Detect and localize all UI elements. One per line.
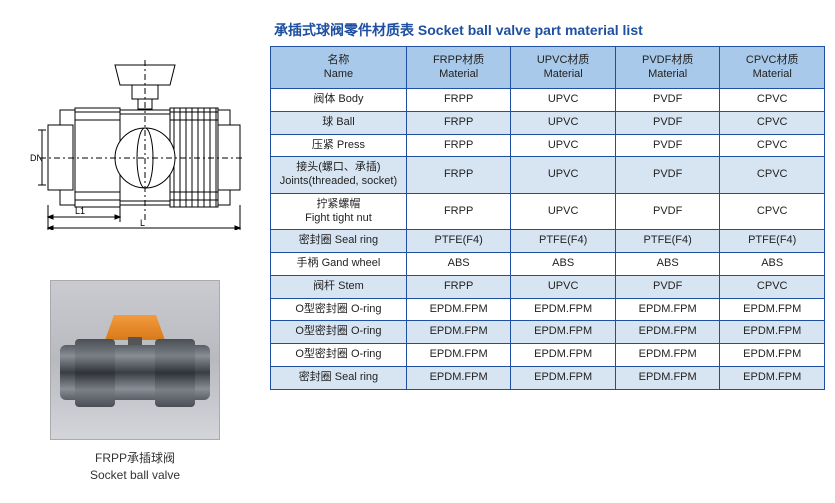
table-cell: FRPP [406, 275, 511, 298]
table-row: 阀杆 StemFRPPUPVCPVDFCPVC [271, 275, 825, 298]
table-cell: PVDF [615, 89, 720, 112]
row-name: 阀杆 Stem [271, 275, 407, 298]
table-cell: PTFE(F4) [511, 230, 616, 253]
table-cell: FRPP [406, 157, 511, 194]
dn-label: DN [30, 153, 43, 163]
table-cell: PVDF [615, 134, 720, 157]
product-photo [50, 280, 220, 440]
row-name: O型密封圈 O-ring [271, 298, 407, 321]
table-cell: EPDM.FPM [720, 321, 825, 344]
table-cell: UPVC [511, 89, 616, 112]
table-cell: EPDM.FPM [511, 366, 616, 389]
table-cell: CPVC [720, 111, 825, 134]
technical-drawing: DN L1 L [20, 50, 250, 230]
table-cell: FRPP [406, 193, 511, 230]
table-row: O型密封圈 O-ringEPDM.FPMEPDM.FPMEPDM.FPMEPDM… [271, 298, 825, 321]
table-cell: FRPP [406, 111, 511, 134]
table-cell: PTFE(F4) [615, 230, 720, 253]
table-cell: PVDF [615, 157, 720, 194]
table-row: 密封圈 Seal ringEPDM.FPMEPDM.FPMEPDM.FPMEPD… [271, 366, 825, 389]
table-row: 球 BallFRPPUPVCPVDFCPVC [271, 111, 825, 134]
header-col2: UPVC材质 Material [511, 47, 616, 89]
table-cell: PVDF [615, 193, 720, 230]
table-cell: EPDM.FPM [406, 321, 511, 344]
table-cell: ABS [406, 253, 511, 276]
table-row: O型密封圈 O-ringEPDM.FPMEPDM.FPMEPDM.FPMEPDM… [271, 321, 825, 344]
table-cell: UPVC [511, 134, 616, 157]
table-row: O型密封圈 O-ringEPDM.FPMEPDM.FPMEPDM.FPMEPDM… [271, 344, 825, 367]
table-cell: EPDM.FPM [615, 298, 720, 321]
table-cell: UPVC [511, 275, 616, 298]
table-row: 阀体 BodyFRPPUPVCPVDFCPVC [271, 89, 825, 112]
material-table: 名称 Name FRPP材质 Material UPVC材质 Material … [270, 46, 825, 390]
table-cell: EPDM.FPM [406, 344, 511, 367]
row-name: 手柄 Gand wheel [271, 253, 407, 276]
table-cell: CPVC [720, 275, 825, 298]
table-cell: EPDM.FPM [615, 366, 720, 389]
row-name: 密封圈 Seal ring [271, 230, 407, 253]
header-col4: CPVC材质 Material [720, 47, 825, 89]
row-name: 拧紧螺帽Fight tight nut [271, 193, 407, 230]
l1-label: L1 [75, 206, 85, 216]
left-column: DN L1 L FRPP承插球阀 Socket ball valve [10, 20, 270, 493]
right-column: 承插式球阀零件材质表 Socket ball valve part materi… [270, 20, 825, 493]
table-row: 压紧 PressFRPPUPVCPVDFCPVC [271, 134, 825, 157]
row-name: 阀体 Body [271, 89, 407, 112]
table-row: 拧紧螺帽Fight tight nutFRPPUPVCPVDFCPVC [271, 193, 825, 230]
table-cell: FRPP [406, 134, 511, 157]
page-title: 承插式球阀零件材质表 Socket ball valve part materi… [270, 20, 825, 40]
row-name: 压紧 Press [271, 134, 407, 157]
table-cell: EPDM.FPM [615, 321, 720, 344]
table-cell: ABS [511, 253, 616, 276]
table-cell: CPVC [720, 134, 825, 157]
row-name: 接头(螺口、承插)Joints(threaded, socket) [271, 157, 407, 194]
table-cell: UPVC [511, 193, 616, 230]
header-col3: PVDF材质 Material [615, 47, 720, 89]
table-row: 密封圈 Seal ringPTFE(F4)PTFE(F4)PTFE(F4)PTF… [271, 230, 825, 253]
table-cell: EPDM.FPM [406, 298, 511, 321]
table-cell: PTFE(F4) [406, 230, 511, 253]
row-name: O型密封圈 O-ring [271, 321, 407, 344]
caption-en: Socket ball valve [90, 467, 180, 484]
table-cell: PTFE(F4) [720, 230, 825, 253]
photo-caption: FRPP承插球阀 Socket ball valve [90, 450, 180, 484]
table-cell: EPDM.FPM [511, 344, 616, 367]
row-name: 密封圈 Seal ring [271, 366, 407, 389]
table-cell: EPDM.FPM [406, 366, 511, 389]
table-cell: EPDM.FPM [720, 366, 825, 389]
header-name: 名称 Name [271, 47, 407, 89]
table-cell: EPDM.FPM [720, 344, 825, 367]
table-cell: EPDM.FPM [511, 298, 616, 321]
table-cell: EPDM.FPM [615, 344, 720, 367]
table-cell: PVDF [615, 275, 720, 298]
table-cell: EPDM.FPM [720, 298, 825, 321]
table-cell: PVDF [615, 111, 720, 134]
table-cell: UPVC [511, 157, 616, 194]
table-cell: CPVC [720, 193, 825, 230]
l-label: L [140, 218, 145, 228]
table-cell: EPDM.FPM [511, 321, 616, 344]
table-cell: FRPP [406, 89, 511, 112]
table-row: 手柄 Gand wheelABSABSABSABS [271, 253, 825, 276]
row-name: 球 Ball [271, 111, 407, 134]
table-header-row: 名称 Name FRPP材质 Material UPVC材质 Material … [271, 47, 825, 89]
table-row: 接头(螺口、承插)Joints(threaded, socket)FRPPUPV… [271, 157, 825, 194]
table-cell: ABS [615, 253, 720, 276]
row-name: O型密封圈 O-ring [271, 344, 407, 367]
header-col1: FRPP材质 Material [406, 47, 511, 89]
caption-cn: FRPP承插球阀 [90, 450, 180, 467]
table-cell: UPVC [511, 111, 616, 134]
table-cell: ABS [720, 253, 825, 276]
table-cell: CPVC [720, 89, 825, 112]
table-cell: CPVC [720, 157, 825, 194]
